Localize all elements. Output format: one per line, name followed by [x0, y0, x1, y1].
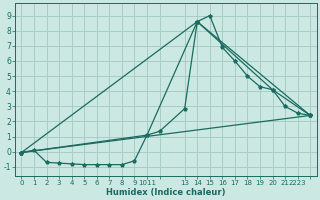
- X-axis label: Humidex (Indice chaleur): Humidex (Indice chaleur): [106, 188, 226, 197]
